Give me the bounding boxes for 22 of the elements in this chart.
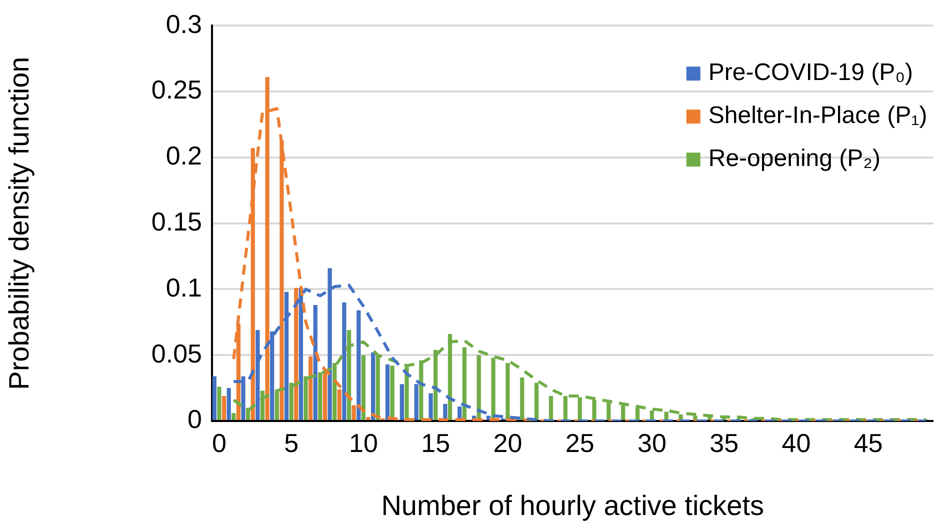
x-tick-label: 10 <box>348 428 378 458</box>
y-tick-label: 0.3 <box>166 8 202 39</box>
x-tick-label: 25 <box>565 428 594 458</box>
x-tick-label: 45 <box>854 428 883 458</box>
x-axis-title: Number of hourly active tickets <box>381 490 764 521</box>
x-tick-label: 30 <box>637 428 666 458</box>
y-tick-label: 0.25 <box>151 74 202 105</box>
y-tick-label: 0.2 <box>166 140 202 171</box>
y-tick-label: 0 <box>188 404 202 434</box>
x-tick-label: 15 <box>421 428 450 458</box>
y-tick-label: 0.05 <box>151 338 202 368</box>
y-tick-label: 0.1 <box>166 272 202 302</box>
x-tick-label: 0 <box>212 428 226 458</box>
x-tick-label: 40 <box>782 428 811 458</box>
x-tick-label: 35 <box>710 428 739 458</box>
x-tick-label: 20 <box>493 428 522 458</box>
y-axis-title: Probability density function <box>4 56 35 390</box>
y-tick-label: 0.15 <box>151 206 202 236</box>
legend-label: Re-opening (P₂) <box>708 145 880 172</box>
legend-label: Pre-COVID-19 (P₀) <box>708 59 914 86</box>
legend-label: Shelter-In-Place (P₁) <box>708 102 928 130</box>
x-tick-label: 5 <box>284 428 299 458</box>
